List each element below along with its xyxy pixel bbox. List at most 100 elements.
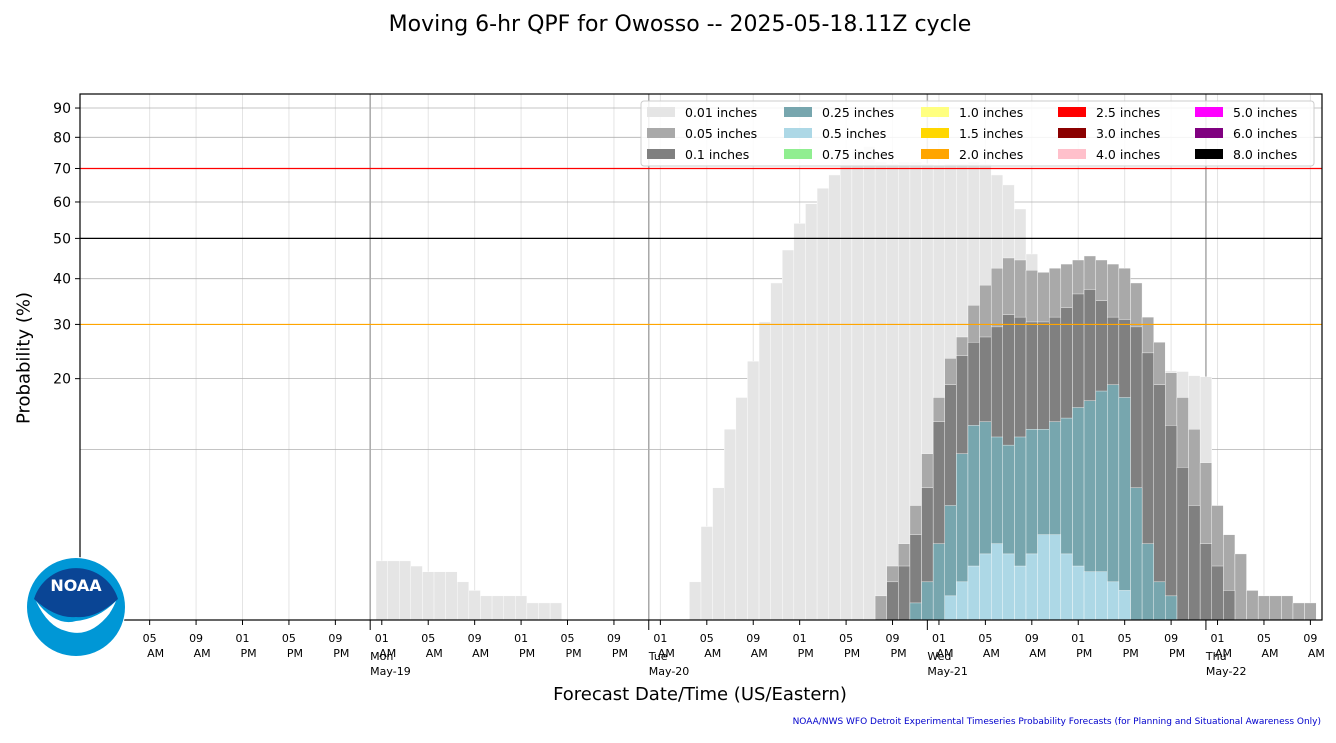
bar	[387, 560, 400, 621]
x-tick-ampm: PM	[890, 647, 906, 660]
x-tick-ampm: PM	[1076, 647, 1092, 660]
noaa-logo-text: NOAA	[50, 576, 102, 595]
legend-swatch	[921, 107, 949, 117]
bar	[944, 595, 957, 621]
x-day-name: Thu	[1205, 650, 1227, 663]
bar	[503, 595, 516, 621]
x-day-date: May-21	[927, 665, 968, 678]
legend-swatch	[1195, 128, 1223, 138]
legend: 0.01 inches 0.05 inches 0.1 inches 0.25 inc…	[640, 100, 1315, 167]
x-tick-ampm: AM	[426, 647, 443, 660]
bar	[874, 161, 887, 621]
bar	[1118, 590, 1131, 621]
bar	[1049, 534, 1062, 621]
bar	[874, 595, 887, 621]
reference-lines	[80, 167, 1322, 326]
legend-label: 1.5 inches	[959, 126, 1023, 141]
bar	[1118, 397, 1131, 621]
x-tick-time: 01	[375, 632, 389, 645]
bar	[410, 565, 423, 621]
x-tick-ampm: AM	[1308, 647, 1325, 660]
bar	[445, 571, 458, 621]
bar	[689, 581, 702, 621]
bar	[747, 360, 760, 621]
x-tick-ampm: AM	[1029, 647, 1046, 660]
x-tick-ampm: AM	[751, 647, 768, 660]
y-tick-label: 80	[53, 130, 71, 146]
bar	[468, 590, 481, 621]
bar	[491, 595, 504, 621]
bar	[1211, 565, 1224, 621]
y-tick-label: 50	[53, 231, 71, 247]
legend-label: 2.5 inches	[1096, 105, 1160, 120]
bar	[1153, 581, 1166, 621]
x-tick-time: 01	[793, 632, 807, 645]
x-tick-time: 05	[1257, 632, 1271, 645]
x-tick-time: 09	[468, 632, 482, 645]
bar	[816, 188, 829, 621]
bar	[1072, 565, 1085, 621]
bar	[480, 595, 493, 621]
bar	[1002, 553, 1015, 621]
x-tick-ampm: AM	[1261, 647, 1278, 660]
y-tick-label: 20	[53, 372, 71, 388]
bar	[457, 581, 470, 621]
bar	[1083, 571, 1096, 621]
x-tick-time: 09	[607, 632, 621, 645]
x-tick-ampm: PM	[287, 647, 303, 660]
bar	[1107, 581, 1120, 621]
legend-label: 2.0 inches	[959, 147, 1023, 162]
bar	[1037, 534, 1050, 621]
x-tick-ampm: AM	[704, 647, 721, 660]
legend-label: 1.0 inches	[959, 105, 1023, 120]
bar	[898, 565, 911, 621]
bar	[735, 397, 748, 621]
bar	[840, 158, 853, 621]
bar	[712, 487, 725, 621]
legend-swatch	[1058, 149, 1086, 159]
x-tick-time: 01	[653, 632, 667, 645]
legend-label: 0.1 inches	[685, 147, 749, 162]
x-tick-time: 05	[561, 632, 575, 645]
legend-swatch	[921, 128, 949, 138]
bar	[1304, 602, 1317, 621]
y-tick-label: 90	[53, 101, 71, 117]
bar	[782, 249, 795, 621]
x-tick-time: 05	[839, 632, 853, 645]
legend-swatch	[647, 107, 675, 117]
x-tick-ampm: PM	[1169, 647, 1185, 660]
x-axis-label: Forecast Date/Time (US/Eastern)	[553, 684, 847, 705]
x-tick-time: 05	[978, 632, 992, 645]
bar	[375, 560, 388, 621]
bar	[909, 602, 922, 621]
bar	[886, 163, 899, 621]
x-tick-ampm: PM	[612, 647, 628, 660]
bar	[1165, 595, 1178, 621]
x-tick-time: 09	[1025, 632, 1039, 645]
x-tick-ampm: PM	[240, 647, 256, 660]
x-tick-time: 05	[143, 632, 157, 645]
bar	[1292, 602, 1305, 621]
bar	[549, 602, 562, 621]
legend-label: 3.0 inches	[1096, 126, 1160, 141]
bar	[515, 595, 528, 621]
x-tick-ampm: AM	[936, 647, 953, 660]
bar-series	[909, 384, 1178, 621]
legend-swatch	[784, 107, 812, 117]
bar	[538, 602, 551, 621]
x-day-name: Wed	[927, 650, 951, 663]
legend-label: 0.25 inches	[822, 105, 894, 120]
legend-swatch	[1195, 107, 1223, 117]
x-tick-time: 09	[1164, 632, 1178, 645]
x-day-date: May-22	[1206, 665, 1247, 678]
x-tick-time: 09	[328, 632, 342, 645]
x-tick-time: 09	[189, 632, 203, 645]
legend-label: 0.05 inches	[685, 126, 757, 141]
bars-layer	[375, 146, 1317, 621]
bar	[526, 602, 539, 621]
bar	[399, 560, 412, 621]
bar	[1257, 595, 1270, 621]
bar	[770, 282, 783, 621]
bar	[1095, 571, 1108, 621]
bar	[1176, 467, 1189, 621]
